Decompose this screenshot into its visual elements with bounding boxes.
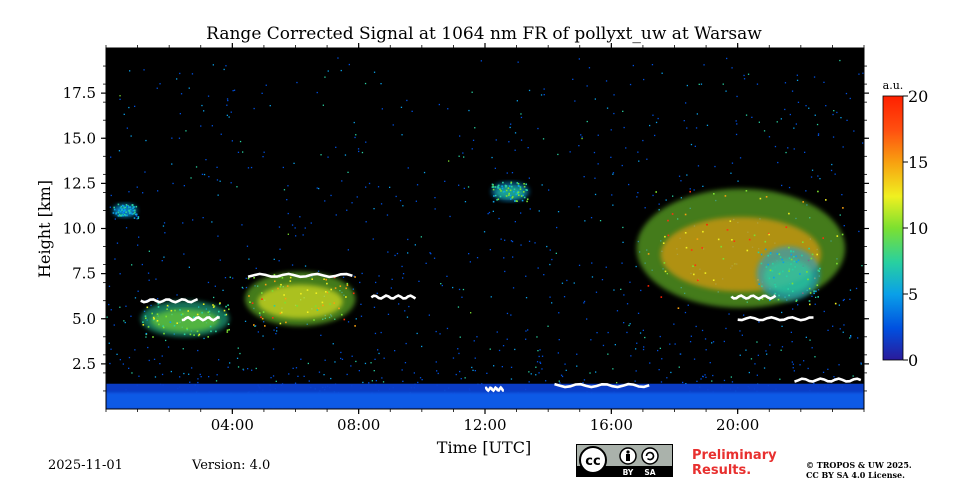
cloud-early-patch <box>112 203 140 220</box>
y-tick-label: 17.5 <box>63 84 96 102</box>
saturated-segment <box>370 294 417 300</box>
colorbar: a.u. 0 5 10 15 20 <box>882 79 928 370</box>
cc-license-badge[interactable]: cc BY SA <box>576 444 673 477</box>
saturated-segment <box>484 385 505 393</box>
chart-title: Range Corrected Signal at 1064 nm FR of … <box>206 24 762 44</box>
saturated-segment <box>737 315 814 322</box>
share-alike-icon <box>641 447 659 465</box>
colorbar-tick-label: 15 <box>908 153 928 172</box>
y-tick-label: 15.0 <box>63 129 96 147</box>
cloud-noon-cirrus <box>491 181 530 203</box>
copyright-line-2: CC BY SA 4.0 License. <box>806 470 905 480</box>
colorbar-gradient <box>882 95 904 361</box>
date-label: 2025-11-01 <box>48 458 123 473</box>
saturated-segment <box>794 377 862 383</box>
y-axis-label: Height [km] <box>35 180 54 278</box>
colorbar-tick-label: 10 <box>908 219 928 238</box>
cc-icon <box>579 446 607 474</box>
colorbar-tick-label: 20 <box>908 87 928 106</box>
y-tick-label: 12.5 <box>63 174 96 192</box>
x-tick-label: 16:00 <box>590 416 633 434</box>
colorbar-tick-label: 5 <box>908 285 918 304</box>
y-tick-label: 10.0 <box>63 220 96 238</box>
x-axis-label: Time [UTC] <box>437 438 531 457</box>
x-tick-label: 20:00 <box>716 416 759 434</box>
cloud-morning-main <box>244 271 356 327</box>
saturated-segment <box>247 272 353 279</box>
colorbar-unit-label: a.u. <box>883 79 904 92</box>
saturated-segment <box>554 382 650 389</box>
version-label: Version: 4.0 <box>192 458 271 473</box>
colorbar-tick-label: 0 <box>908 351 918 370</box>
x-axis: 04:00 08:00 12:00 16:00 20:00 <box>105 43 865 434</box>
saturated-segment <box>730 294 777 301</box>
y-axis: 2.5 5.0 7.5 10.0 12.5 15.0 17.5 <box>63 65 869 392</box>
y-tick-label: 2.5 <box>72 355 96 373</box>
cc-icon-text: cc <box>585 454 600 469</box>
heatmap-layer <box>106 57 864 409</box>
cc-sa-label: SA <box>644 468 655 476</box>
saturated-segment <box>140 297 199 304</box>
x-tick-label: 04:00 <box>211 416 254 434</box>
y-tick-label: 5.0 <box>72 310 96 328</box>
y-tick-label: 7.5 <box>72 265 96 283</box>
copyright-line-1: © TROPOS & UW 2025. <box>806 460 912 470</box>
copyright-note: © TROPOS & UW 2025. CC BY SA 4.0 License… <box>806 460 956 480</box>
cloud-evening-secondary <box>756 246 821 302</box>
preliminary-line-2: Results. <box>692 463 752 478</box>
cc-by-label: BY <box>623 468 634 476</box>
preliminary-results-note: Preliminary Results. <box>692 448 792 478</box>
x-tick-label: 12:00 <box>463 416 506 434</box>
saturated-segment <box>181 315 220 322</box>
preliminary-line-1: Preliminary <box>692 448 777 463</box>
x-tick-label: 08:00 <box>337 416 380 434</box>
